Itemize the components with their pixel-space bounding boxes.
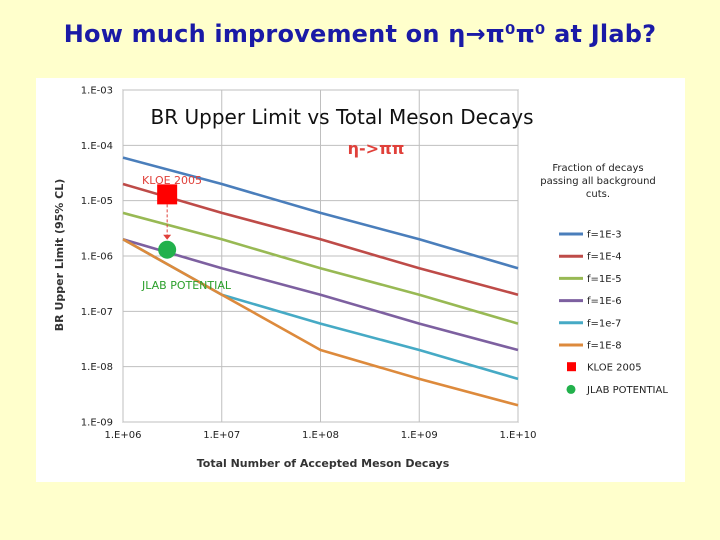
kloe-2005-marker [157, 184, 178, 205]
legend-item-f=1E-6: f=1E-6 [587, 296, 622, 307]
y-tick-label: 1.E-05 [81, 196, 113, 207]
x-tick-label: 1.E+09 [401, 430, 438, 441]
y-tick-label: 1.E-06 [81, 252, 113, 263]
y-tick-label: 1.E-07 [81, 307, 113, 318]
series-group [122, 156, 519, 407]
legend-item-f=1E-3: f=1E-3 [587, 230, 622, 241]
legend-item-f=1e-7: f=1e-7 [587, 318, 621, 329]
x-axis-label: Total Number of Accepted Meson Decays [197, 457, 450, 470]
kloe-2005-label: KLOE 2005 [142, 174, 202, 187]
legend-swatch-kloe-2005 [567, 362, 576, 372]
legend-item-jlab-potential: JLAB POTENTIAL [586, 385, 668, 396]
legend-item-kloe-2005: KLOE 2005 [587, 363, 642, 374]
chart-subtitle: η->ππ [348, 139, 405, 158]
grid-group: 1.E+06 1.E+07 1.E+08 1.E+09 1.E+10 1.E-03 1.E-… [81, 86, 537, 442]
x-tick-label: 1.E+08 [302, 430, 339, 441]
legend-title: Fraction of decays passing all background… [540, 163, 656, 200]
jlab-potential-label: JLAB POTENTIAL [141, 279, 232, 292]
series-line-f=1E-5 [122, 211, 519, 325]
y-axis-label: BR Upper Limit (95% CL) [53, 179, 66, 331]
y-tick-label: 1.E-04 [81, 141, 113, 152]
x-tick-label: 1.E+10 [500, 430, 537, 441]
y-tick-label: 1.E-09 [81, 418, 113, 429]
improvement-arrow-head [163, 234, 172, 240]
legend-item-f=1E-4: f=1E-4 [587, 252, 622, 263]
x-tick-label: 1.E+07 [203, 430, 240, 441]
jlab-potential-marker [158, 240, 177, 259]
y-tick-label: 1.E-08 [81, 362, 113, 373]
series-line-f=1E-8 [122, 238, 519, 407]
series-line-f=1E-4 [122, 182, 519, 296]
series-line-f=1E-3 [122, 156, 519, 270]
y-tick-label: 1.E-03 [81, 86, 113, 97]
chart-title: BR Upper Limit vs Total Meson Decays [151, 105, 534, 129]
slide-title: How much improvement on η→π⁰π⁰ at Jlab? [63, 20, 657, 48]
legend-item-f=1E-8: f=1E-8 [587, 341, 622, 352]
x-tick-label: 1.E+06 [105, 430, 142, 441]
chart-panel: 1.E+06 1.E+07 1.E+08 1.E+09 1.E+10 1.E-03 1.E-… [36, 78, 685, 482]
legend-item-f=1E-5: f=1E-5 [587, 274, 622, 285]
series-line-f=1E-6 [122, 238, 519, 352]
chart-svg: 1.E+06 1.E+07 1.E+08 1.E+09 1.E+10 1.E-03 1.E-… [53, 86, 668, 471]
legend-swatch-jlab-potential [566, 384, 576, 394]
